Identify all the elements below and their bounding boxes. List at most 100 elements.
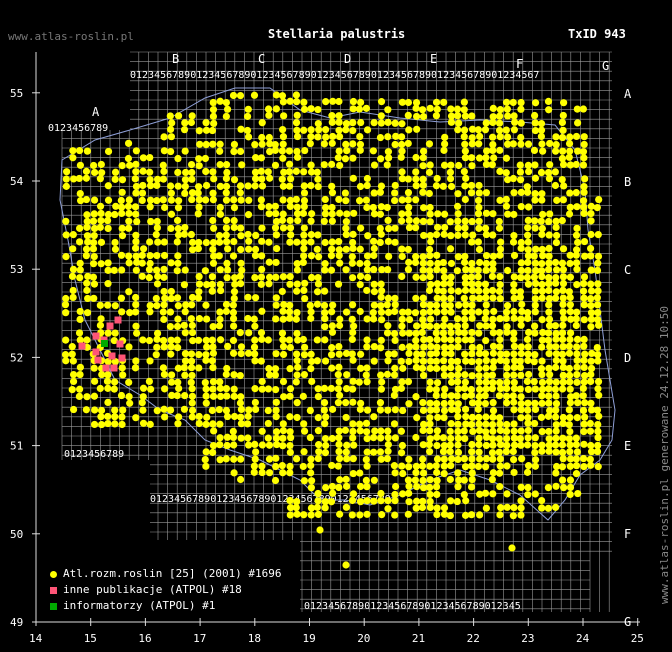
occurrence-dot [216,140,224,148]
occurrence-dot [467,420,476,429]
occurrence-dot [237,245,245,254]
occurrence-dot [531,329,539,337]
occurrence-dot [559,300,567,309]
occurrence-dot [299,392,307,400]
occurrence-dot [525,328,533,336]
occurrence-dot [552,356,560,365]
occurrence-dot [580,420,588,428]
occurrence-dot [531,385,540,393]
occurrence-dot [251,273,259,282]
occurrence-dot [153,251,161,260]
occurrence-dot [357,98,365,107]
occurrence-dot [278,216,287,224]
occurrence-dot [495,392,504,400]
occurrence-dot [405,343,414,351]
occurrence-dot [545,385,553,393]
occurrence-dot [377,280,385,288]
occurrence-dot [251,245,260,253]
occurrence-dot [580,287,588,295]
occurrence-dot [383,203,391,212]
occurrence-dot [418,350,427,358]
occurrence-dot [461,112,470,120]
occurrence-dot [349,385,357,393]
occurrence-dot [321,309,329,317]
occurrence-dot [468,134,476,142]
occurrence-dot [426,104,434,112]
occurrence-dot [118,232,127,240]
occurrence-dot [531,174,540,182]
occurrence-dot [300,126,308,134]
occurrence-dot [538,343,546,351]
occurrence-dot [524,491,532,499]
occurrence-dot [559,266,568,274]
occurrence-dot [132,252,140,260]
occurrence-dot [181,329,189,337]
occurrence-dot [432,357,440,365]
occurrence-dot [62,175,70,183]
occurrence-dot [461,350,469,358]
occurrence-dot [300,448,308,456]
occurrence-dot [454,427,462,436]
occurrence-dot [580,209,588,218]
occurrence-dot [565,349,574,357]
occurrence-dot [440,273,449,281]
occurrence-dot [314,133,322,141]
occurrence-dot [399,490,407,498]
occurrence-dot [559,147,567,155]
occurrence-dot [175,197,183,205]
occurrence-dot [454,434,462,442]
occurrence-dot [327,384,335,393]
occurrence-dot [427,238,435,246]
occurrence-dot [335,363,343,371]
occurrence-dot [356,511,364,519]
occurrence-dot [516,363,524,372]
occurrence-dot [209,245,217,254]
occurrence-dot [391,434,399,442]
occurrence-dot [552,223,560,231]
occurrence-dot [467,154,476,162]
occurrence-dot [307,314,315,322]
occurrence-dot [293,203,301,211]
occurrence-dot [244,441,253,449]
occurrence-dot [250,315,258,323]
occurrence-dot [390,371,399,379]
occurrence-dot [342,218,350,226]
occurrence-dot [342,230,350,239]
occurrence-dot [545,274,553,282]
occurrence-dot [544,504,552,512]
occurrence-dot [279,434,287,442]
occurrence-dot [475,378,483,386]
occurrence-dot [433,364,441,373]
occurrence-dot [307,133,315,141]
occurrence-dot [460,167,468,176]
occurrence-dot [538,196,546,204]
occurrence-dot [531,462,540,470]
occurrence-dot [377,293,385,301]
occurrence-dot [322,98,330,106]
occurrence-dot [516,168,525,176]
occurrence-dot [432,98,441,106]
occurrence-dot [594,351,602,359]
occurrence-dot [573,356,581,365]
occurrence-dot [488,272,497,281]
occurrence-dot [510,468,518,477]
occurrence-dot [489,113,497,121]
occurrence-dot [489,413,497,421]
occurrence-dot [160,405,168,413]
occurrence-dot [167,259,175,267]
occurrence-dot [503,266,512,275]
occurrence-dot [454,455,462,464]
occurrence-dot [125,224,133,232]
occurrence-dot [342,266,350,274]
occurrence-dot [160,287,168,296]
occurrence-dot [272,406,280,414]
occurrence-dot [581,413,589,421]
occurrence-dot [468,475,476,484]
occurrence-dot [272,217,281,226]
occurrence-dot [139,393,147,401]
occurrence-dot [510,456,518,464]
occurrence-dot [180,230,188,238]
occurrence-dot [503,399,511,407]
occurrence-dot [118,224,126,232]
occurrence-dot [593,343,601,352]
